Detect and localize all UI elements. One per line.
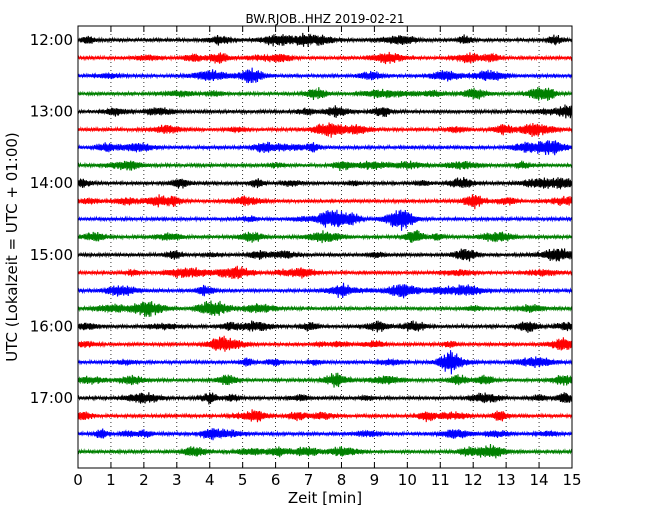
seismic-trace-14:30 xyxy=(77,209,573,231)
seismic-trace-13:15 xyxy=(77,122,573,138)
x-tick-label: 6 xyxy=(271,471,281,489)
y-tick-label: 16:00 xyxy=(30,317,73,335)
x-tick-label: 12 xyxy=(464,471,483,489)
seismic-trace-13:45 xyxy=(77,160,573,171)
x-tick-label: 1 xyxy=(106,471,116,489)
x-tick-label: 2 xyxy=(139,471,149,489)
y-axis-title: UTC (Lokalzeit = UTC + 01:00) xyxy=(3,132,21,362)
x-tick-label: 7 xyxy=(304,471,314,489)
x-tick-label: 13 xyxy=(497,471,516,489)
seismic-trace-14:15 xyxy=(77,194,573,210)
x-tick-label: 9 xyxy=(370,471,380,489)
grid-lines xyxy=(110,26,540,468)
seismic-trace-12:15 xyxy=(77,51,573,65)
x-tick-label: 14 xyxy=(530,471,549,489)
seismic-trace-14:00 xyxy=(77,176,573,190)
seismic-trace-17:15 xyxy=(77,409,573,423)
y-tick-label: 14:00 xyxy=(30,174,73,192)
seismic-trace-15:15 xyxy=(77,265,573,280)
seismic-trace-16:30 xyxy=(77,350,573,375)
seismic-trace-12:45 xyxy=(77,87,573,101)
y-tick-label: 13:00 xyxy=(30,103,73,121)
seismic-trace-17:30 xyxy=(77,428,573,441)
seismic-trace-13:30 xyxy=(77,140,573,156)
seismic-traces xyxy=(77,32,573,459)
x-tick-label: 8 xyxy=(337,471,347,489)
seismic-trace-16:45 xyxy=(77,372,573,388)
x-tick-label: 11 xyxy=(431,471,450,489)
seismic-trace-16:00 xyxy=(77,320,573,333)
plot-frame xyxy=(77,25,573,469)
x-axis-title: Zeit [min] xyxy=(288,489,362,507)
seismic-trace-15:45 xyxy=(77,300,573,317)
x-tick-label: 3 xyxy=(172,471,182,489)
seismic-trace-17:45 xyxy=(77,444,573,459)
seismic-trace-17:00 xyxy=(77,392,573,405)
x-tick-label: 10 xyxy=(398,471,417,489)
seismic-trace-15:30 xyxy=(77,282,573,299)
seismic-trace-13:00 xyxy=(77,104,573,119)
y-tick-label: 15:00 xyxy=(30,246,73,264)
axis-ticks xyxy=(77,26,573,468)
chart-title: BW.RJOB..HHZ 2019-02-21 xyxy=(245,12,404,26)
x-tick-label: 15 xyxy=(562,471,581,489)
x-tick-label: 0 xyxy=(73,471,83,489)
seismic-trace-12:30 xyxy=(77,67,573,84)
x-tick-label: 5 xyxy=(238,471,248,489)
seismic-trace-14:45 xyxy=(77,229,573,244)
x-tick-label: 4 xyxy=(205,471,215,489)
y-tick-label: 12:00 xyxy=(30,31,73,49)
seismic-trace-12:00 xyxy=(77,32,573,48)
seismic-trace-16:15 xyxy=(77,335,573,352)
y-tick-label: 17:00 xyxy=(30,389,73,407)
seismic-trace-15:00 xyxy=(77,248,573,262)
tick-labels: 0 1 2 3 4 5 6 7 8 9 10 11 12 13 14 1512:0013:0014:0015:… xyxy=(30,31,582,489)
